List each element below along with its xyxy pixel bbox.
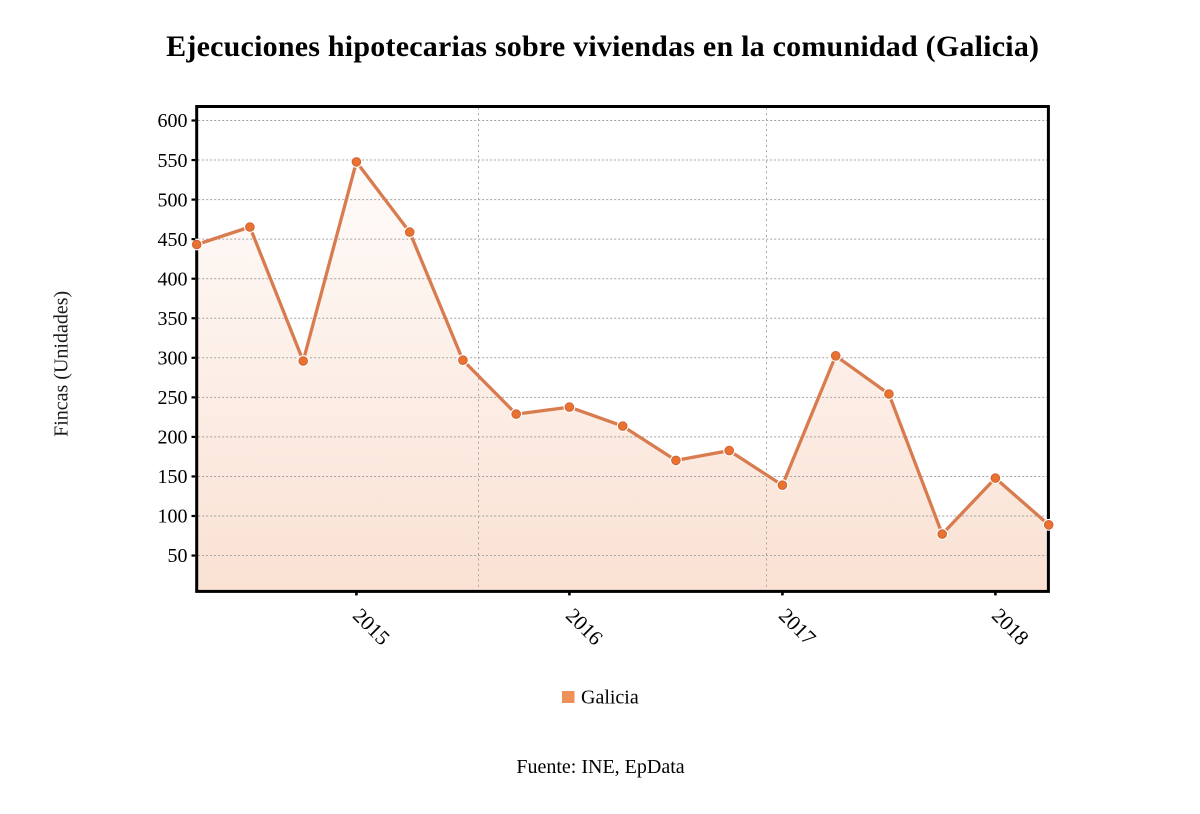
svg-text:400: 400 [158,268,188,290]
svg-text:Galicia: Galicia [581,686,639,708]
svg-text:450: 450 [158,229,188,251]
svg-text:250: 250 [158,387,188,409]
svg-text:550: 550 [158,150,188,172]
svg-text:500: 500 [158,189,188,211]
svg-text:600: 600 [158,110,188,132]
svg-text:Ejecuciones hipotecarias sobre: Ejecuciones hipotecarias sobre viviendas… [166,30,1039,63]
svg-text:200: 200 [158,427,188,449]
svg-text:150: 150 [158,466,188,488]
svg-text:350: 350 [158,308,188,330]
svg-text:50: 50 [168,545,188,567]
svg-text:300: 300 [158,348,188,370]
svg-text:100: 100 [158,506,188,528]
svg-text:Fuente: INE, EpData: Fuente: INE, EpData [516,756,684,778]
svg-text:Fincas (Unidades): Fincas (Unidades) [51,291,73,437]
